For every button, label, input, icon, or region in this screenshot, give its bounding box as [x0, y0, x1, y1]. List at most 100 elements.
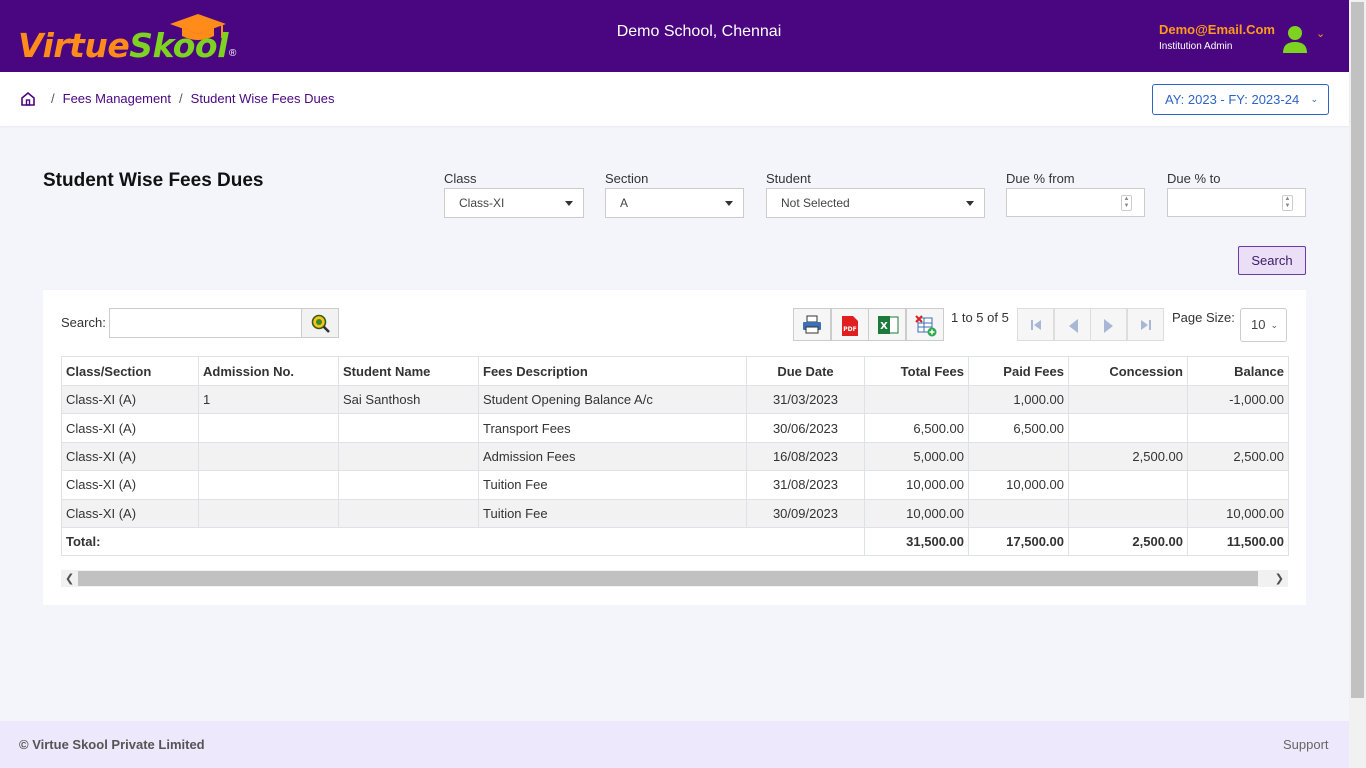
cell-total-fees[interactable]: 5,000.00	[864, 441, 969, 472]
cell-student-name	[338, 413, 479, 443]
academic-year-select[interactable]: AY: 2023 - FY: 2023-24 ⌄	[1152, 84, 1329, 115]
class-label: Class	[444, 171, 477, 186]
footer-support-link[interactable]: Support	[1283, 737, 1329, 752]
chevron-down-icon: ⌄	[1270, 320, 1278, 330]
next-page-icon	[1104, 319, 1113, 333]
page-scrollbar-thumb[interactable]	[1351, 2, 1364, 698]
class-select[interactable]: Class-XI	[444, 188, 584, 218]
column-header[interactable]: Fees Description	[478, 356, 747, 386]
cell-class-section: Class-XI (A)	[61, 470, 199, 500]
logo-text-skool: Skool	[129, 26, 228, 65]
first-page-button[interactable]	[1017, 308, 1054, 341]
column-header[interactable]: Balance	[1187, 356, 1289, 386]
home-icon[interactable]	[20, 91, 36, 107]
cell-paid-fees[interactable]: 1,000.00	[968, 384, 1069, 415]
breadcrumb-item-student-wise-fees-dues[interactable]: Student Wise Fees Dues	[190, 91, 335, 106]
cell-concession[interactable]	[1068, 413, 1188, 443]
chevron-down-icon: ⌄	[1310, 94, 1318, 104]
column-header[interactable]: Admission No.	[198, 356, 339, 386]
caret-down-icon	[725, 201, 733, 206]
column-header[interactable]: Total Fees	[864, 356, 969, 386]
top-header: VirtueSkool ® Demo School, Chennai Demo@…	[0, 0, 1349, 72]
breadcrumb-item-fees-management[interactable]: Fees Management	[62, 91, 172, 106]
spinner-arrows-icon[interactable]: ▲ ▼	[1282, 195, 1293, 211]
breadcrumb-separator: /	[179, 91, 183, 106]
grid-search-button[interactable]	[301, 308, 339, 338]
due-from-label: Due % from	[1006, 171, 1075, 186]
grid-search-input[interactable]	[109, 308, 302, 338]
academic-year-value: AY: 2023 - FY: 2023-24	[1165, 92, 1300, 107]
cell-class-section: Class-XI (A)	[61, 413, 199, 443]
search-button[interactable]: Search	[1238, 246, 1306, 275]
table-add-icon	[915, 315, 937, 337]
user-avatar-icon[interactable]	[1282, 25, 1308, 53]
cell-class-section: Class-XI (A)	[61, 441, 199, 472]
user-menu-chevron-down-icon[interactable]: ⌄	[1316, 28, 1326, 40]
cell-fees-description: Student Opening Balance A/c	[478, 384, 747, 415]
cell-class-section: Class-XI (A)	[61, 498, 199, 528]
cell-total-fees[interactable]: 10,000.00	[864, 498, 969, 528]
column-header[interactable]: Concession	[1068, 356, 1188, 386]
export-csv-button[interactable]	[906, 308, 944, 341]
cell-total-fees[interactable]: 6,500.00	[864, 413, 969, 443]
logo-wordmark: VirtueSkool	[18, 26, 228, 65]
cell-admission-no	[198, 470, 339, 500]
cell-due-date: 30/06/2023	[746, 413, 865, 443]
table-row: Class-XI (A) Admission Fees 16/08/2023 5…	[61, 441, 1289, 472]
cell-concession[interactable]	[1068, 384, 1188, 415]
cell-total-fees[interactable]: 10,000.00	[864, 470, 969, 500]
horizontal-scrollbar-thumb[interactable]	[78, 571, 1258, 586]
column-header[interactable]: Class/Section	[61, 356, 199, 386]
scroll-left-arrow-icon[interactable]: ❮	[65, 573, 75, 585]
cell-total-fees[interactable]	[864, 384, 969, 415]
fees-dues-table: Class/Section Admission No. Student Name…	[61, 356, 1289, 557]
column-header[interactable]: Paid Fees	[968, 356, 1069, 386]
svg-text:X: X	[880, 321, 888, 332]
column-header[interactable]: Due Date	[746, 356, 865, 386]
student-select[interactable]: Not Selected	[766, 188, 985, 218]
breadcrumb: / Fees Management / Student Wise Fees Dues	[43, 91, 334, 106]
first-page-icon	[1031, 320, 1041, 330]
table-total-row: Total: 31,500.00 17,500.00 2,500.00 11,5…	[61, 526, 1289, 557]
section-label: Section	[605, 171, 649, 186]
cell-fees-description: Tuition Fee	[478, 498, 747, 528]
previous-page-button[interactable]	[1054, 308, 1091, 341]
section-select[interactable]: A	[605, 188, 744, 218]
cell-balance[interactable]: -1,000.00	[1187, 384, 1289, 415]
print-button[interactable]	[793, 308, 831, 341]
grid-search-label: Search:	[61, 315, 106, 330]
pdf-icon: PDF	[842, 316, 858, 336]
section-select-value: A	[620, 196, 629, 210]
scroll-right-arrow-icon[interactable]: ❯	[1274, 573, 1284, 585]
user-email[interactable]: Demo@Email.Com	[1159, 22, 1275, 37]
last-page-button[interactable]	[1127, 308, 1164, 341]
spinner-arrows-icon[interactable]: ▲ ▼	[1121, 195, 1132, 211]
cell-concession[interactable]	[1068, 470, 1188, 500]
table-row: Class-XI (A) Tuition Fee 31/08/2023 10,0…	[61, 470, 1289, 500]
column-header[interactable]: Student Name	[338, 356, 479, 386]
cell-concession[interactable]: 2,500.00	[1068, 441, 1188, 472]
cell-balance[interactable]	[1187, 470, 1289, 500]
cell-paid-fees[interactable]	[968, 498, 1069, 528]
due-to-input[interactable]: ▲ ▼	[1167, 188, 1306, 217]
logo-registered-mark: ®	[229, 48, 237, 59]
cell-paid-fees[interactable]: 6,500.00	[968, 413, 1069, 443]
due-from-input[interactable]: ▲ ▼	[1006, 188, 1145, 217]
total-total-fees: 31,500.00	[864, 526, 969, 557]
cell-admission-no	[198, 441, 339, 472]
cell-paid-fees[interactable]	[968, 441, 1069, 472]
page-size-select[interactable]: 10 ⌄	[1240, 308, 1287, 342]
export-excel-button[interactable]: X	[868, 308, 906, 341]
cell-balance[interactable]: 10,000.00	[1187, 498, 1289, 528]
user-role: Institution Admin	[1159, 41, 1233, 52]
cell-balance[interactable]	[1187, 413, 1289, 443]
table-horizontal-scrollbar[interactable]: ❮ ❯	[61, 570, 1288, 587]
cell-paid-fees[interactable]: 10,000.00	[968, 470, 1069, 500]
next-page-button[interactable]	[1090, 308, 1127, 341]
export-pdf-button[interactable]: PDF	[831, 308, 869, 341]
page-scrollbar[interactable]	[1349, 0, 1366, 768]
cell-balance[interactable]: 2,500.00	[1187, 441, 1289, 472]
virtueskool-logo[interactable]: VirtueSkool ®	[18, 12, 243, 65]
svg-text:PDF: PDF	[843, 326, 856, 333]
cell-concession[interactable]	[1068, 498, 1188, 528]
